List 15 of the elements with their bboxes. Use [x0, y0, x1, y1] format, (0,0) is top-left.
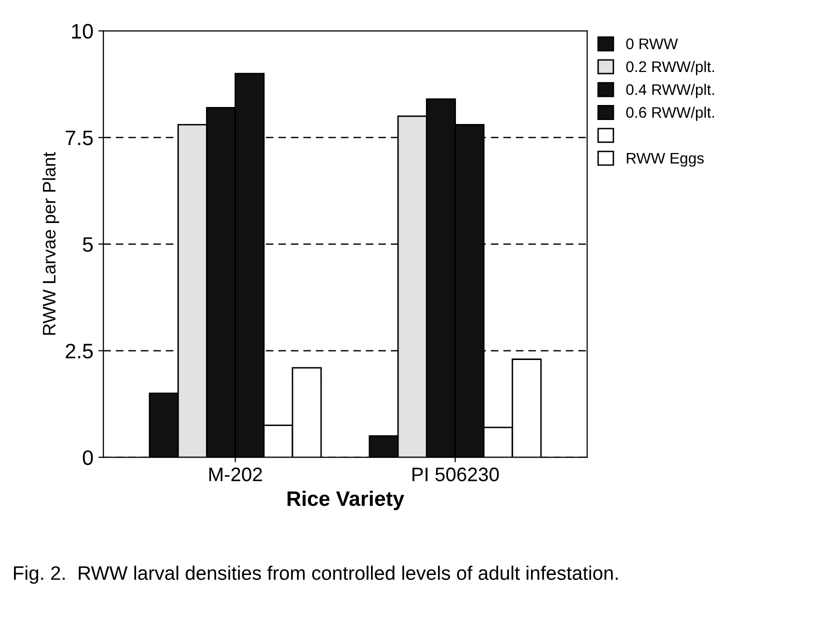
- x-axis-title: Rice Variety: [288, 490, 404, 510]
- x-tick-label: M-202: [209, 468, 262, 482]
- legend-label: 0 RWW: [626, 38, 678, 50]
- y-tick-label: 0: [82, 450, 93, 466]
- y-tick-label: 7.5: [66, 130, 93, 146]
- y-tick-label: 10: [72, 24, 93, 39]
- legend-label: 0.6 RWW/plt.: [626, 106, 714, 121]
- y-axis-title: RWW Larvae per Plant: [42, 152, 60, 335]
- x-tick-label: PI 506230: [412, 468, 499, 482]
- caption: Fig. 2. RWW larval densities from controlled levels of adult infestation.: [14, 566, 618, 584]
- y-tick-label: 2.5: [66, 344, 93, 358]
- y-tick-label: 5: [82, 237, 93, 252]
- legend-label: 0.4 RWW/plt.: [626, 84, 714, 98]
- legend-label: RWW Eggs: [626, 152, 704, 167]
- legend-label: 0.2 RWW/plt.: [626, 60, 714, 76]
